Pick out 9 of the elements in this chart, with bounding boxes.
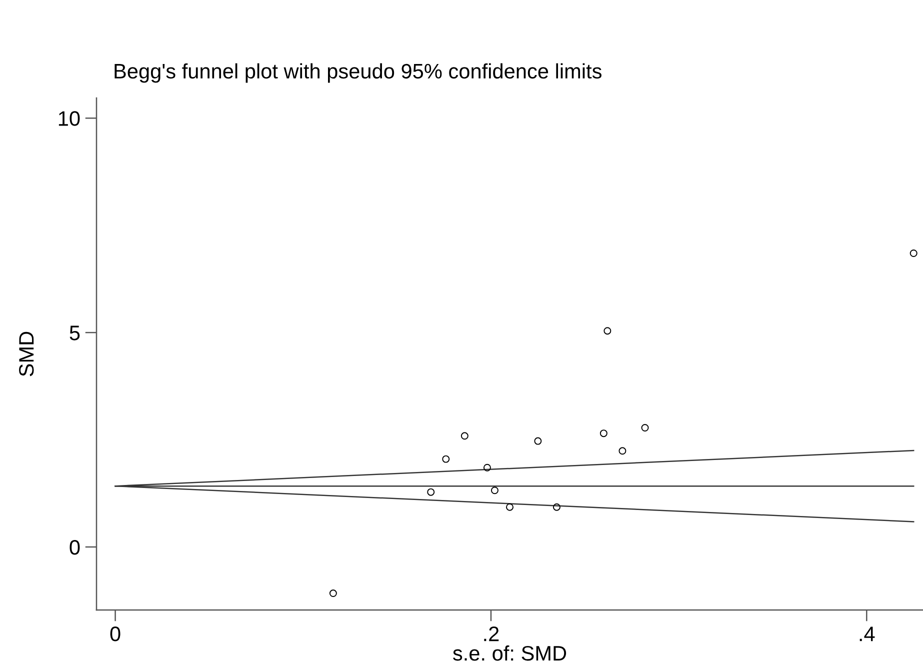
y-tick-label: 5 bbox=[70, 326, 80, 340]
x-axis-title: s.e. of: SMD bbox=[453, 645, 566, 661]
x-tick-label: 0 bbox=[110, 626, 120, 642]
x-tick-label: .2 bbox=[484, 626, 499, 642]
y-tick-label: 0 bbox=[70, 540, 80, 555]
y-axis-title: SMD bbox=[19, 332, 34, 376]
y-tick-label: 10 bbox=[58, 111, 80, 126]
chart-title: Begg's funnel plot with pseudo 95% confidence limits bbox=[114, 63, 602, 83]
x-tick-label: .4 bbox=[860, 626, 875, 642]
